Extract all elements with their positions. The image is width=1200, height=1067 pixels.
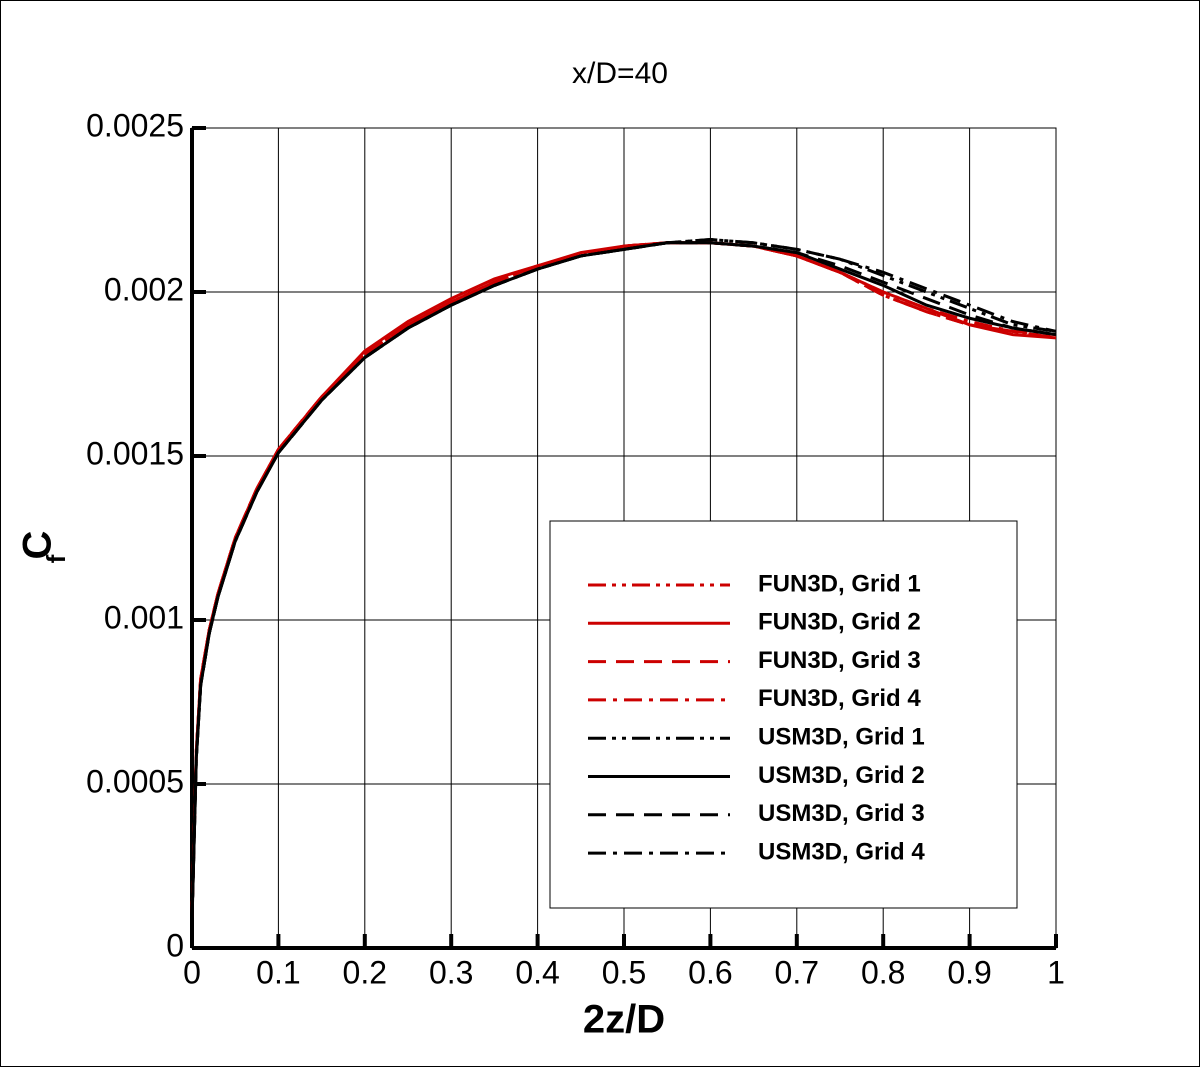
legend-label: USM3D, Grid 4 (758, 838, 925, 865)
legend-label: FUN3D, Grid 3 (758, 647, 921, 674)
x-tick-label: 0.7 (775, 954, 819, 990)
x-tick-label: 0.9 (947, 954, 991, 990)
legend-label: FUN3D, Grid 4 (758, 685, 921, 712)
legend-label: FUN3D, Grid 2 (758, 609, 921, 636)
series-line (190, 238, 1057, 922)
x-tick-label: 0.1 (256, 954, 300, 990)
legend: FUN3D, Grid 1 FUN3D, Grid 2 FUN3D, Grid 3 F… (549, 520, 1018, 909)
x-tick-label: 0.3 (429, 954, 473, 990)
y-axis-label-group: C f (16, 531, 71, 564)
x-tick-label: 0.2 (343, 954, 387, 990)
legend-label: USM3D, Grid 1 (758, 724, 925, 751)
x-tick-label: 0.8 (861, 954, 905, 990)
y-tick-label: 0 (166, 927, 184, 963)
y-axis-label-subscript: f (41, 554, 71, 563)
x-tick-label: 1 (1047, 954, 1065, 990)
legend-label: USM3D, Grid 2 (758, 762, 925, 789)
y-tick-label: 0.002 (104, 271, 184, 307)
x-tick-label: 0.6 (688, 954, 732, 990)
y-tick-label: 0.0025 (86, 107, 184, 143)
y-tick-label: 0.0015 (86, 435, 184, 471)
legend-box (549, 520, 1018, 909)
x-axis-label: 2z/D (583, 998, 665, 1042)
legend-label: USM3D, Grid 3 (758, 800, 925, 827)
x-tick-label: 0.5 (602, 954, 646, 990)
y-axis-label: C (16, 531, 60, 560)
y-tick-label: 0.001 (104, 599, 184, 635)
chart-title: x/D=40 (572, 57, 668, 90)
y-tick-label: 0.0005 (86, 763, 184, 799)
x-tick-label: 0 (183, 954, 201, 990)
legend-label: FUN3D, Grid 1 (758, 570, 921, 597)
x-tick-label: 0.4 (515, 954, 559, 990)
